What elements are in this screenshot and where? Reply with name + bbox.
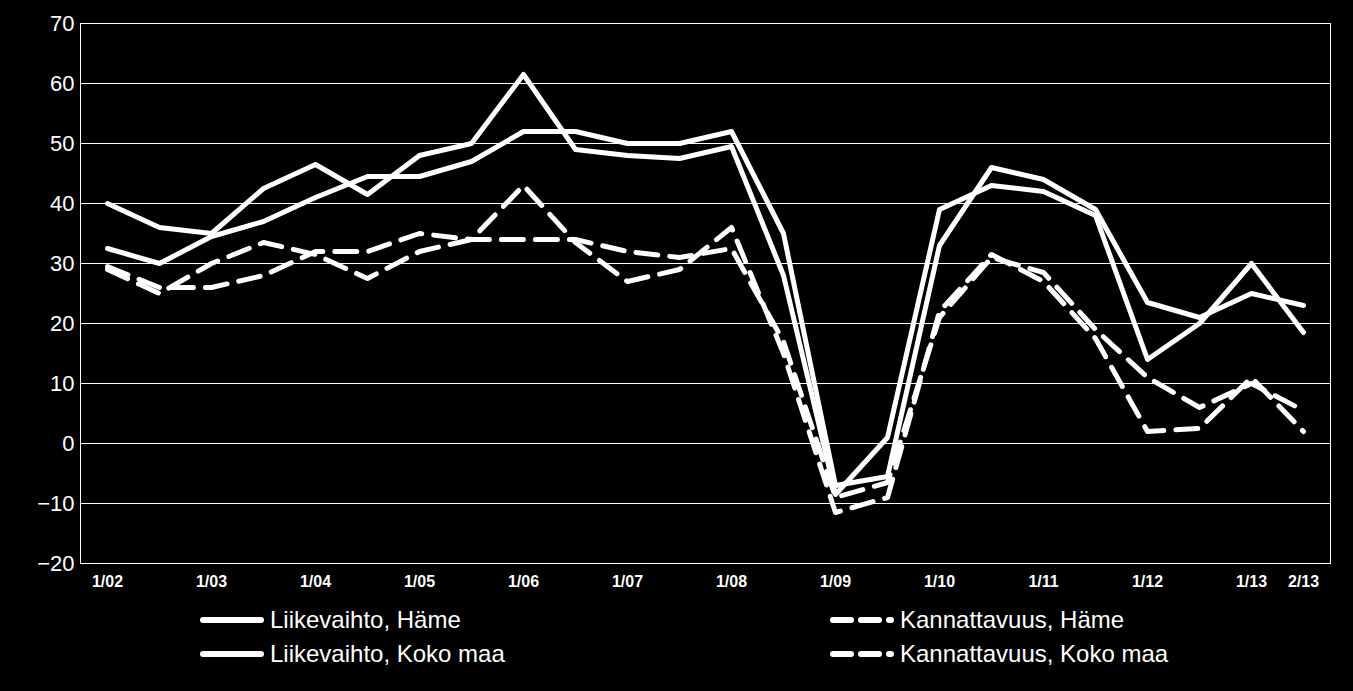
svg-text:−20: −20: [37, 551, 74, 576]
svg-text:1/06: 1/06: [508, 573, 539, 590]
svg-text:1/12: 1/12: [1132, 573, 1163, 590]
html-text:Liikevaihto, Häme: Liikevaihto, Häme: [270, 606, 461, 633]
html-text:Kannattavuus, Häme: Kannattavuus, Häme: [900, 606, 1125, 633]
svg-text:2/13: 2/13: [1288, 573, 1319, 590]
html-text:Liikevaihto, Koko maa: Liikevaihto, Koko maa: [270, 640, 505, 667]
svg-text:1/05: 1/05: [404, 573, 435, 590]
svg-text:60: 60: [50, 71, 74, 96]
svg-text:1/04: 1/04: [300, 573, 331, 590]
svg-text:1/07: 1/07: [612, 573, 643, 590]
svg-text:0: 0: [62, 431, 74, 456]
svg-text:30: 30: [50, 251, 74, 276]
svg-text:10: 10: [50, 371, 74, 396]
svg-text:1/10: 1/10: [924, 573, 955, 590]
html-text:Kannattavuus, Koko maa: Kannattavuus, Koko maa: [900, 640, 1169, 667]
svg-text:1/02: 1/02: [92, 573, 123, 590]
svg-text:40: 40: [50, 191, 74, 216]
svg-text:1/09: 1/09: [820, 573, 851, 590]
svg-text:1/08: 1/08: [716, 573, 747, 590]
svg-text:−10: −10: [37, 491, 74, 516]
svg-text:20: 20: [50, 311, 74, 336]
svg-text:1/11: 1/11: [1028, 573, 1058, 590]
svg-text:1/13: 1/13: [1236, 573, 1267, 590]
svg-text:70: 70: [50, 11, 74, 36]
svg-text:50: 50: [50, 131, 74, 156]
svg-text:1/03: 1/03: [196, 573, 227, 590]
